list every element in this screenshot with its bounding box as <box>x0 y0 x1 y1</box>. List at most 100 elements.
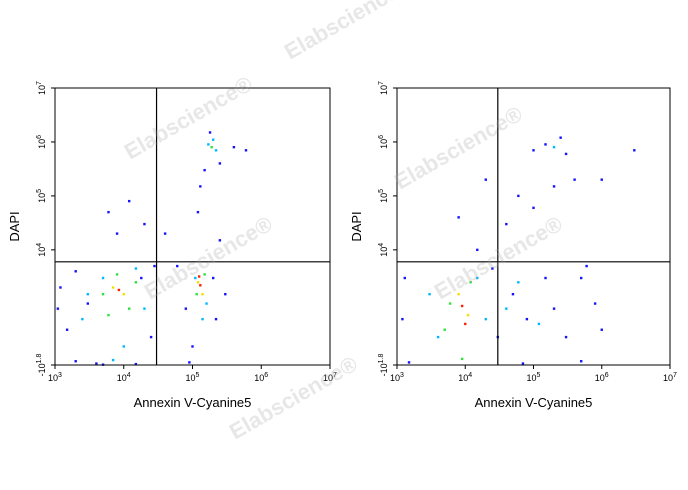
event-dot <box>214 317 218 321</box>
event-dot <box>484 178 487 181</box>
event-dot <box>469 281 472 284</box>
event-dot <box>95 362 98 365</box>
event-dot <box>443 328 446 331</box>
event-dot <box>111 286 115 289</box>
event-dot <box>122 292 125 296</box>
event-dot <box>140 276 143 280</box>
y-tick-label: 107 <box>36 81 47 95</box>
event-dot <box>134 281 138 284</box>
event-dot <box>101 292 105 296</box>
event-dot <box>593 302 597 305</box>
event-dot <box>544 276 547 280</box>
event-dot <box>552 145 556 149</box>
event-dot <box>407 361 411 364</box>
x-tick-label: 105 <box>527 372 541 383</box>
watermark: Elabscience® <box>390 101 527 194</box>
y-axis-label: DAPI <box>7 211 22 241</box>
event-dot <box>203 168 206 172</box>
event-dot <box>122 345 125 348</box>
event-dot <box>457 292 460 296</box>
event-dot <box>428 292 431 296</box>
event-dot <box>564 152 568 156</box>
y-tick-label: -101.8 <box>378 354 389 377</box>
x-tick-label: 104 <box>117 372 131 383</box>
event-dot <box>211 276 215 280</box>
event-dot <box>232 145 236 149</box>
event-dot <box>74 270 77 273</box>
event-dot <box>191 345 194 348</box>
event-dot <box>163 232 167 235</box>
x-tick-label: 103 <box>390 372 404 383</box>
event-dot <box>208 131 212 134</box>
event-dot <box>633 149 636 152</box>
event-dot <box>457 216 460 219</box>
event-dot <box>211 138 215 141</box>
event-dot <box>521 362 525 365</box>
event-dot <box>203 273 206 276</box>
event-dot <box>580 276 583 280</box>
event-dot <box>218 239 222 242</box>
event-dot <box>86 302 90 305</box>
event-dot <box>65 328 69 331</box>
event-dot <box>511 292 515 296</box>
event-dot <box>476 276 479 280</box>
event-dot <box>74 360 77 363</box>
event-dot <box>111 358 115 362</box>
event-dot <box>107 210 110 214</box>
event-dot <box>196 210 200 214</box>
x-tick-label: 107 <box>323 372 337 383</box>
event-dot <box>244 149 248 152</box>
event-dot <box>505 307 508 310</box>
x-axis-label: Annexin V-Cyanine5 <box>475 395 593 410</box>
event-dot <box>600 328 603 331</box>
event-dot <box>197 275 201 278</box>
event-dot <box>143 222 146 226</box>
y-tick-label: 107 <box>378 81 389 95</box>
event-dot <box>224 292 227 296</box>
x-tick-label: 106 <box>595 372 609 383</box>
event-dot <box>127 199 131 203</box>
x-axis-label: Annexin V-Cyanine5 <box>134 395 252 410</box>
event-dot <box>585 264 588 268</box>
event-dot <box>401 317 404 321</box>
event-dot <box>201 292 204 296</box>
event-dot <box>525 317 529 321</box>
y-tick-label: 105 <box>378 189 389 203</box>
event-dot <box>134 362 138 366</box>
event-dot <box>491 267 494 270</box>
event-dot <box>134 267 138 270</box>
plot <box>401 136 636 365</box>
event-dot <box>117 288 121 292</box>
event-dot <box>149 335 153 339</box>
event-dot <box>153 264 156 268</box>
y-tick-label: 105 <box>36 189 47 203</box>
event-dot <box>199 185 202 188</box>
event-dot <box>201 317 204 321</box>
event-dot <box>199 284 202 287</box>
event-dot <box>210 145 213 149</box>
event-dot <box>127 307 131 310</box>
event-dot <box>184 307 188 310</box>
event-dot <box>107 313 110 317</box>
event-dot <box>460 304 464 308</box>
event-dot <box>517 194 520 198</box>
y-tick-label: -101.8 <box>36 354 47 377</box>
y-tick-label: 106 <box>36 135 47 149</box>
event-dot <box>188 361 191 364</box>
event-dot <box>544 143 547 146</box>
x-tick-label: 107 <box>663 372 677 383</box>
event-dot <box>218 162 222 165</box>
event-dot <box>86 292 90 296</box>
watermark: Elabscience® <box>140 211 277 304</box>
event-dot <box>194 276 197 280</box>
y-tick-label: 106 <box>378 135 389 149</box>
event-dot <box>537 322 541 326</box>
event-dot <box>115 232 119 235</box>
event-dot <box>464 322 467 326</box>
event-dot <box>59 286 62 289</box>
x-tick-label: 103 <box>48 372 62 383</box>
event-dot <box>81 317 84 321</box>
event-dot <box>600 178 603 181</box>
event-dot <box>196 281 200 284</box>
